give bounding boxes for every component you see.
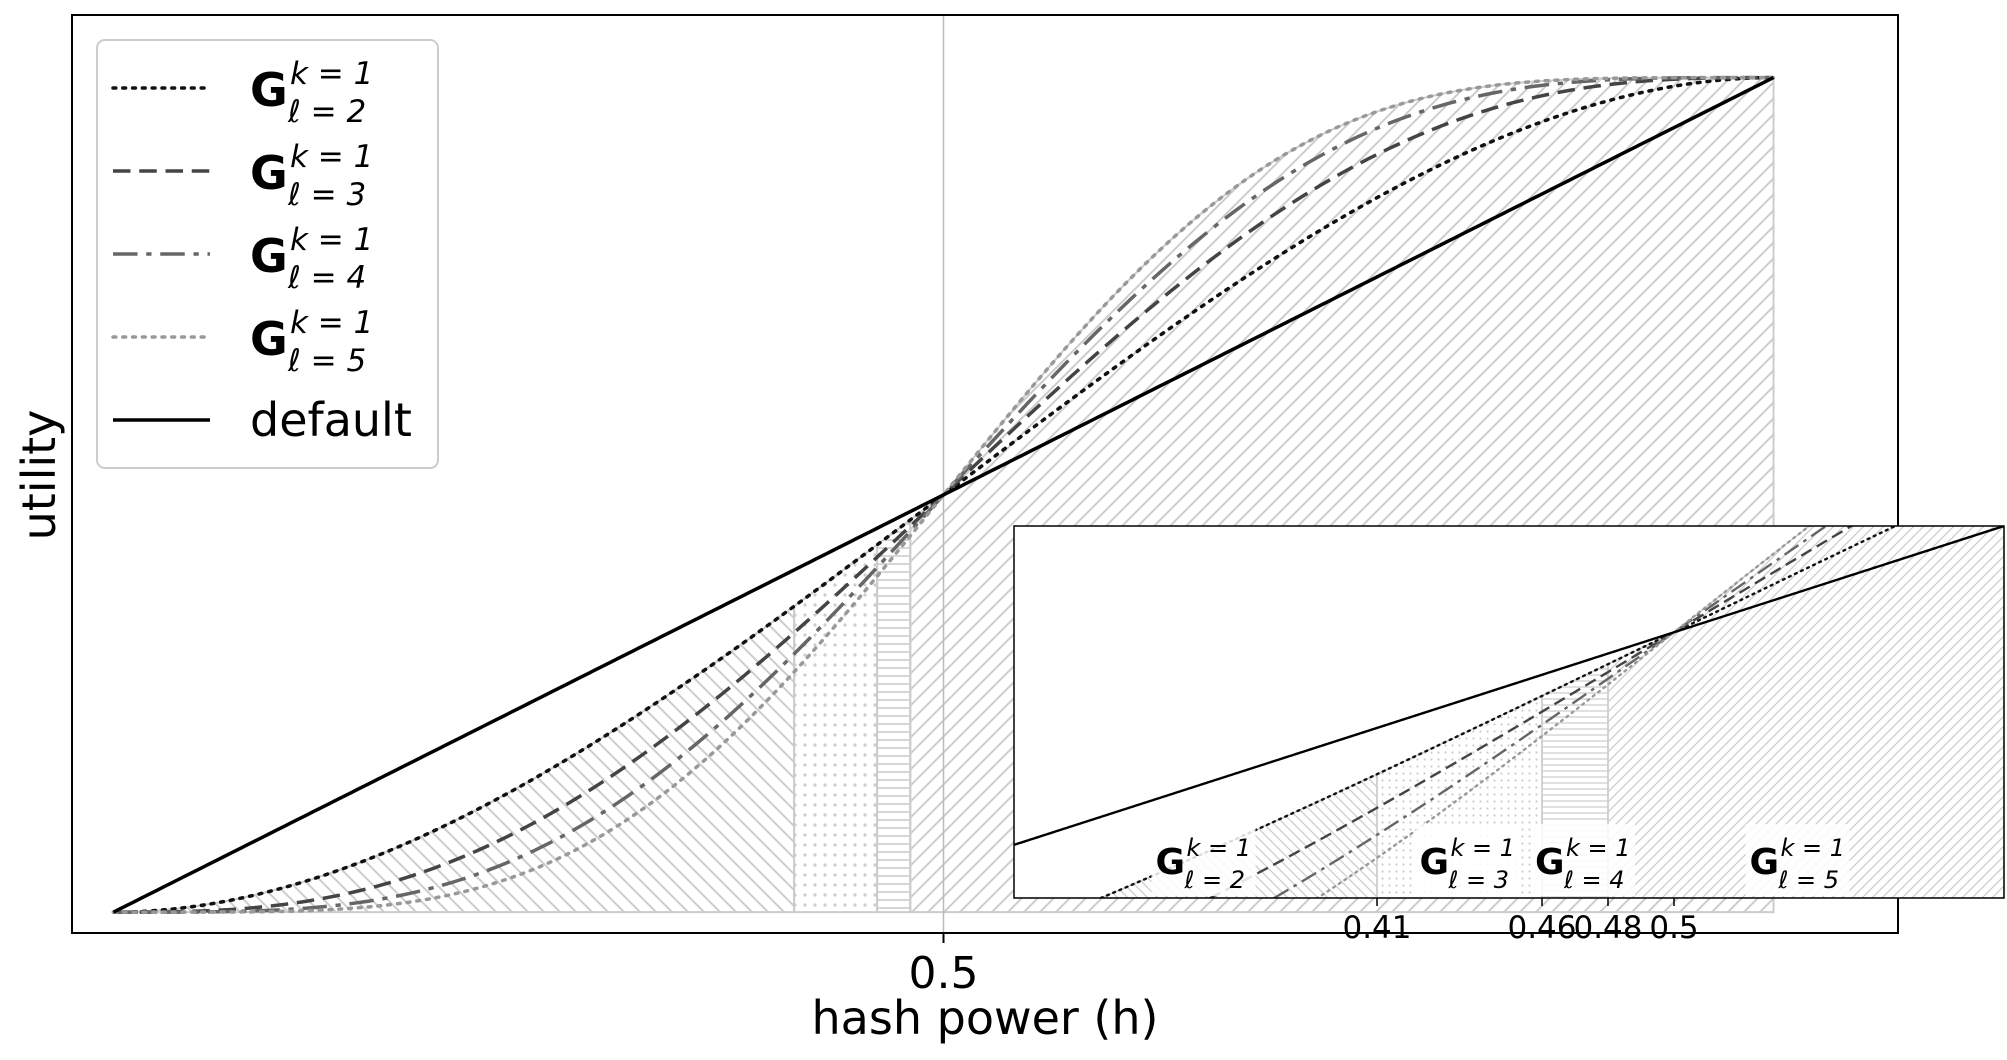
legend-item-4: default [113, 393, 412, 447]
inset-x-tick-label-1: 0.46 [1507, 910, 1576, 946]
inset-label-sub-1: ℓ = 3 [1448, 866, 1510, 894]
x-axis-ticks: 0.5 [909, 933, 979, 999]
inset-label-sup-1: k = 1 [1451, 834, 1516, 862]
shaded-region-0 [113, 604, 796, 914]
shaded-region-1 [793, 542, 879, 914]
inset-label-sub-3: ℓ = 5 [1778, 866, 1840, 894]
inset-label-symbol-0: G [1156, 842, 1186, 883]
legend-label-sup-0: k = 1 [290, 56, 373, 92]
legend-label-sup-3: k = 1 [290, 305, 373, 341]
inset-axes-frame [1013, 525, 2005, 899]
inset-label-bg-2 [1531, 824, 1635, 896]
inset-x-tick-label-3: 0.5 [1649, 910, 1698, 946]
inset-label-symbol-1: G [1420, 842, 1450, 883]
series-line-4 [112, 76, 1775, 914]
legend-box [96, 39, 439, 469]
legend-label-symbol-2: G [250, 229, 288, 283]
inset-label-sup-0: k = 1 [1187, 834, 1252, 862]
series-line-3 [111, 75, 1776, 914]
inset-x-ticks: 0.41 0.460.48 0.5 [1342, 898, 1699, 946]
legend-label-symbol-0: G [250, 63, 288, 117]
legend-label-sub-1: ℓ = 3 [287, 177, 366, 213]
legend-label-sub-0: ℓ = 2 [287, 94, 366, 130]
inset-label-sup-3: k = 1 [1781, 834, 1846, 862]
legend-label-sup-2: k = 1 [290, 222, 373, 258]
inset-x-tick-label-0: 0.41 [1342, 910, 1411, 946]
legend-label-4: default [250, 393, 412, 447]
inset-label-symbol-2: G [1535, 842, 1565, 883]
legend-label-sup-1: k = 1 [290, 139, 373, 175]
legend-label-sub-3: ℓ = 5 [287, 343, 366, 379]
legend-label-symbol-3: G [250, 312, 288, 366]
y-axis-label: utility [12, 410, 66, 541]
series-line-2 [113, 75, 1774, 914]
inset-label-sup-2: k = 1 [1566, 834, 1631, 862]
shaded-region-2 [876, 517, 912, 914]
x-tick-label-0: 0.5 [909, 948, 979, 999]
inset-series-lines [1014, 526, 2004, 898]
x-axis-label: hash power (h) [812, 991, 1159, 1045]
legend-label-symbol-1: G [250, 146, 288, 200]
series-lines [111, 75, 1776, 914]
inset-label-symbol-3: G [1750, 842, 1780, 883]
inset-label-bg-0 [1151, 824, 1256, 896]
inset-x-tick-label-2: 0.48 [1573, 910, 1642, 946]
inset-series-line-0 [1097, 526, 1899, 898]
main-axes-frame [71, 14, 1899, 934]
inset-series-line-4 [1014, 526, 2004, 847]
inset-label-sub-2: ℓ = 4 [1563, 866, 1625, 894]
inset-label-bg-3 [1745, 824, 1850, 896]
inset-series-line-3 [1315, 526, 1812, 898]
inset-label-bg-1 [1415, 824, 1520, 896]
inset-label-sub-0: ℓ = 2 [1184, 866, 1246, 894]
legend-label-sub-2: ℓ = 4 [287, 260, 366, 296]
inset-series-line-1 [1207, 526, 1854, 898]
